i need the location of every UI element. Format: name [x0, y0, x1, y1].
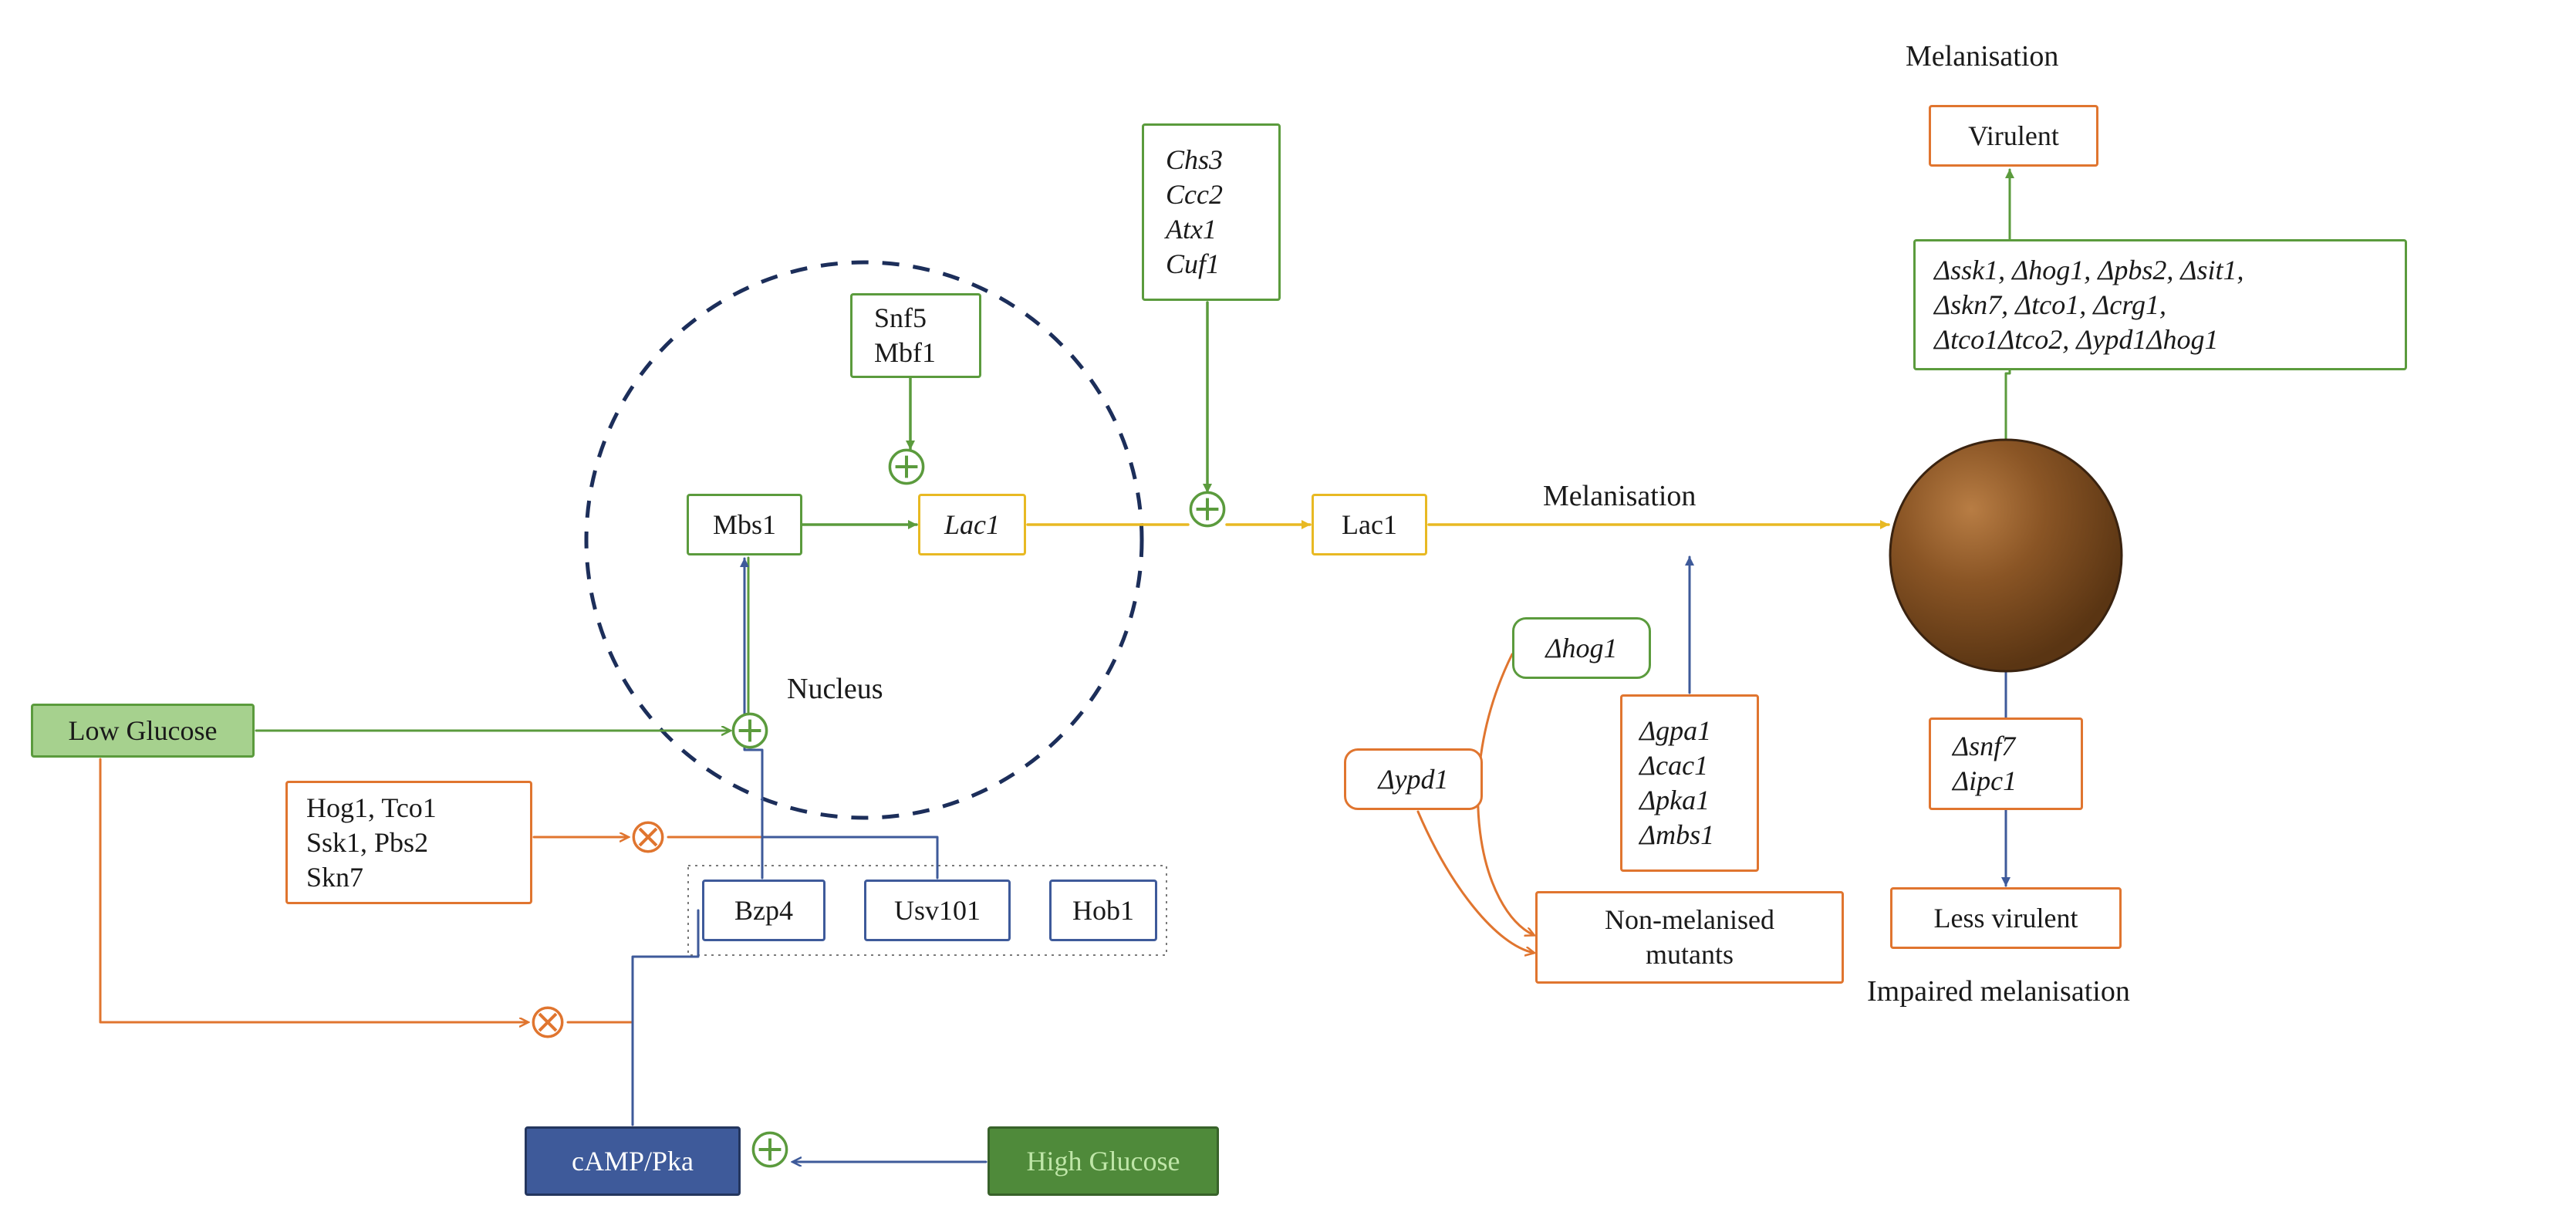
node-signalling-mut: Δgpa1 Δcac1 Δpka1 Δmbs1: [1620, 694, 1759, 872]
node-less-virulent: Less virulent: [1890, 887, 2122, 949]
edge-x_to_camp: [568, 1022, 633, 1125]
node-camp-pka: cAMP/Pka: [525, 1126, 741, 1196]
connections-layer: [0, 0, 2576, 1229]
edge-ypd1_curve_to_nonmel: [1418, 812, 1534, 953]
node-high-glucose: High Glucose: [988, 1126, 1219, 1196]
inhibition-symbol-x_lowglu_camp: [533, 1008, 562, 1036]
node-delta-hog1: Δhog1: [1512, 617, 1651, 679]
node-impaired-mut: Δsnf7 Δipc1: [1929, 717, 2083, 810]
node-bzp4: Bzp4: [702, 880, 825, 941]
node-mbs1: Mbs1: [687, 494, 802, 555]
node-non-melanised: Non-melanised mutants: [1535, 891, 1844, 984]
node-usv101: Usv101: [864, 880, 1011, 941]
inhibition-symbol-x_hog1: [633, 822, 662, 851]
node-hob1: Hob1: [1049, 880, 1157, 941]
node-snf5-mbf1: Snf5 Mbf1: [850, 293, 981, 378]
diagram-stage: Nucleus Low Glucose Hog1, Tco1 Ssk1, Pbs2 …: [0, 0, 2576, 1229]
activation-symbol-plus_snf5: [890, 450, 923, 483]
node-lac1-protein: Lac1: [1312, 494, 1427, 555]
label-impaired-mel: Impaired melanisation: [1867, 974, 2130, 1011]
node-virulent-mut: Δssk1, Δhog1, Δpbs2, Δsit1, Δskn7, Δtco1…: [1913, 239, 2407, 370]
node-delta-ypd1: Δypd1: [1344, 748, 1483, 810]
node-low-glucose: Low Glucose: [31, 704, 255, 758]
melanised-cell-icon: [1890, 440, 2122, 671]
edge-hog1_curve_to_nonmel: [1478, 654, 1534, 935]
activation-symbol-plus_highglu: [753, 1133, 786, 1166]
edge-usv101_to_stem: [762, 837, 937, 878]
activation-symbol-plus_lowglu: [733, 714, 766, 747]
activation-symbol-plus_copper: [1190, 492, 1224, 525]
node-lac1-gene: Lac1: [918, 494, 1026, 555]
node-copper-group: Chs3 Ccc2 Atx1 Cuf1: [1142, 123, 1281, 301]
nucleus-label: Nucleus: [787, 671, 883, 708]
node-hog1-group: Hog1, Tco1 Ssk1, Pbs2 Skn7: [285, 781, 532, 904]
label-melanisation-mid: Melanisation: [1543, 478, 1696, 515]
node-virulent: Virulent: [1929, 105, 2098, 167]
label-melanisation-top: Melanisation: [1906, 39, 2058, 76]
edge-camp_up_to_tf: [633, 910, 698, 1125]
